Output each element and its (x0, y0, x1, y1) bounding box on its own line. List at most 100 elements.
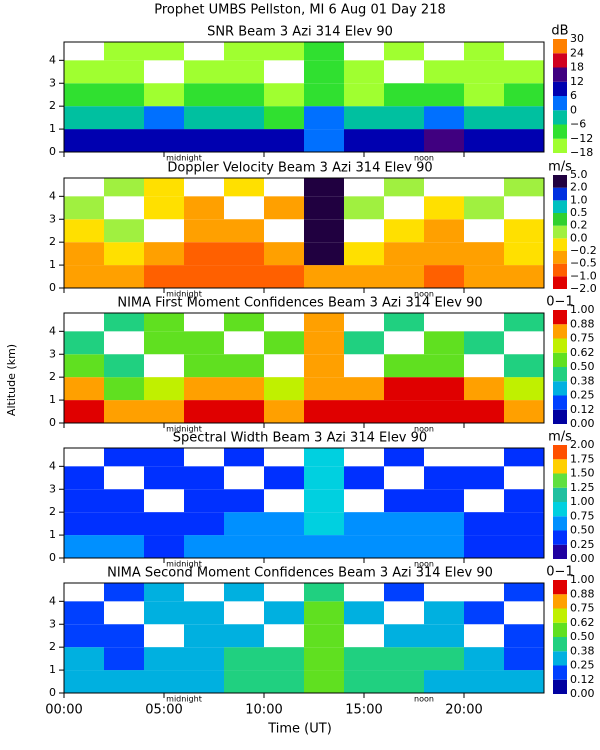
heatmap-cell (64, 624, 104, 648)
heatmap-cell (184, 377, 224, 401)
heatmap-cell (304, 219, 344, 243)
heatmap-cell (424, 624, 464, 648)
heatmap-cell (264, 106, 304, 130)
heatmap-cell (304, 42, 344, 61)
heatmap-cell (304, 60, 344, 84)
heatmap-cell (144, 129, 184, 152)
plot-frame (63, 582, 545, 694)
colorbar-segment (553, 263, 567, 277)
colorbar-tick-label: 1.00 (570, 573, 595, 586)
heatmap-cell (304, 106, 344, 130)
colorbar-segment (553, 544, 567, 559)
heatmap-cell (184, 670, 224, 693)
heatmap-cell (184, 489, 224, 513)
heatmap-cell (304, 512, 344, 536)
colorbar-segment (553, 580, 567, 595)
heatmap-cell (464, 83, 504, 107)
heatmap-cell (64, 400, 104, 423)
heatmap-cell (384, 219, 424, 243)
heatmap-cell (104, 60, 144, 84)
heatmap-cell (264, 670, 304, 693)
heatmap-cell (144, 466, 184, 490)
heatmap-cell (184, 242, 224, 266)
y-tick-label: 0 (49, 686, 56, 699)
colorbar-tick-label: 6 (570, 89, 577, 102)
heatmap-cell (64, 601, 104, 625)
heatmap-cell (224, 129, 264, 152)
colorbar-segment (553, 39, 567, 54)
heatmap-cell (184, 265, 224, 288)
heatmap-cell (144, 647, 184, 671)
x-tick-label: 20:00 (445, 703, 482, 718)
heatmap-cell (64, 670, 104, 693)
colorbar-tick-label: 1.25 (570, 481, 595, 494)
colorbar-segment (553, 622, 567, 637)
colorbar-segment (553, 381, 567, 396)
colorbar-segment (553, 395, 567, 410)
local-time-marker: midnight (166, 560, 202, 569)
y-tick-label: 1 (49, 122, 56, 135)
x-tick-label: 00:00 (45, 703, 82, 718)
heatmap-cell (104, 489, 144, 513)
colorbar-tick-label: 0.00 (570, 687, 595, 700)
heatmap-cell (384, 106, 424, 130)
colorbar-tick-label: 0.00 (570, 417, 595, 430)
colorbar-tick-label: 0.25 (570, 659, 595, 672)
figure-title: Prophet UMBS Pellston, MI 6 Aug 01 Day 2… (154, 3, 445, 18)
colorbar-tick-label: 1.00 (570, 495, 595, 508)
heatmap-cell (304, 129, 344, 152)
heatmap-cell (424, 512, 464, 536)
colorbar-segment (553, 352, 567, 367)
heatmap-cell (504, 535, 544, 558)
heatmap-cell (64, 83, 104, 107)
heatmap-cell (224, 42, 264, 61)
heatmap-cell (464, 331, 504, 355)
colorbar-segment (553, 324, 567, 339)
heatmap-cell (104, 377, 144, 401)
colorbar-tick-label: 1.75 (570, 452, 595, 465)
heatmap-cell (504, 354, 544, 378)
heatmap-cell (64, 106, 104, 130)
colorbar-tick-label: 12 (570, 75, 584, 88)
colorbar-tick-label: 0.88 (570, 587, 595, 600)
heatmap-cell (224, 313, 264, 332)
plot-frame (63, 41, 545, 153)
heatmap-cell (64, 377, 104, 401)
heatmap-cell (104, 670, 144, 693)
heatmap-cell (424, 129, 464, 152)
heatmap-cell (224, 583, 264, 602)
colorbar-segment (553, 276, 567, 289)
heatmap-cell (384, 670, 424, 693)
colorbar-segment (553, 665, 567, 680)
heatmap-cell (64, 265, 104, 288)
y-tick-label: 2 (49, 640, 56, 653)
heatmap-cell (144, 448, 184, 467)
heatmap-cell (504, 313, 544, 332)
heatmap-cell (224, 670, 264, 693)
panel-title: NIMA Second Moment Confidences Beam 3 Az… (107, 566, 493, 581)
colorbar-tick-label: 0.50 (570, 524, 595, 537)
heatmap-cell (224, 400, 264, 423)
colorbar-tick-label: 0.00 (570, 552, 595, 565)
local-time-marker: midnight (166, 290, 202, 299)
heatmap-cell (104, 129, 144, 152)
heatmap-cell (504, 377, 544, 401)
heatmap-cell (104, 219, 144, 243)
heatmap-cell (384, 354, 424, 378)
colorbar-segment (553, 651, 567, 666)
heatmap-cell (184, 601, 224, 625)
heatmap-cell (424, 106, 464, 130)
heatmap-cell (224, 242, 264, 266)
heatmap-cell (144, 83, 184, 107)
y-tick-label: 3 (49, 76, 56, 89)
colorbar-tick-label: 0.25 (570, 389, 595, 402)
heatmap-cell (264, 242, 304, 266)
heatmap-cell (344, 60, 384, 84)
heatmap-cell (264, 83, 304, 107)
y-tick-label: 3 (49, 482, 56, 495)
heatmap-cell (224, 219, 264, 243)
y-tick-label: 2 (49, 235, 56, 248)
heatmap-cell (304, 354, 344, 378)
heatmap-cell (64, 129, 104, 152)
colorbar-tick-label: 0.88 (570, 317, 595, 330)
